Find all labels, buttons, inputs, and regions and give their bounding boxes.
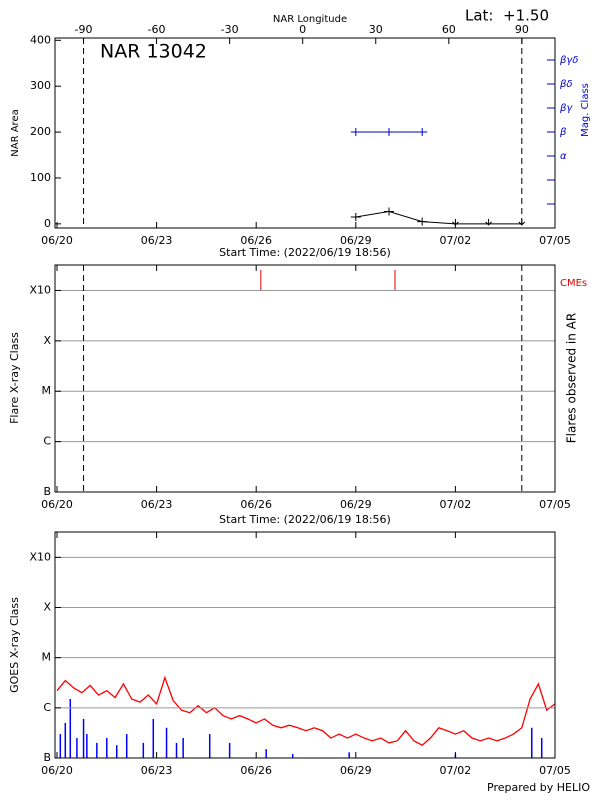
y-tick-label: 0 xyxy=(44,217,51,230)
y2-tick-label: βγ xyxy=(559,103,573,114)
y2-tick-label: β xyxy=(559,127,567,138)
x2-axis-label: NAR Longitude xyxy=(273,14,347,25)
y-tick-label: 300 xyxy=(30,79,51,92)
chart-title: NAR 13042 xyxy=(100,41,207,63)
y2-axis-label: Flares observed in AR xyxy=(565,313,579,443)
x-tick-label: 07/02 xyxy=(440,764,472,777)
y-axis-label: GOES X-ray Class xyxy=(8,597,21,693)
x2-tick-label: 90 xyxy=(515,23,529,36)
y-axis-label: Flare X-ray Class xyxy=(8,332,21,424)
y-tick-label: X xyxy=(43,601,51,614)
goes-line xyxy=(56,675,555,746)
x2-tick-label: -90 xyxy=(75,23,93,36)
data-point xyxy=(417,128,428,136)
y-tick-label: 400 xyxy=(30,33,51,46)
cme-label: CMEs xyxy=(560,278,587,289)
y-tick-label: X10 xyxy=(29,283,51,296)
x-axis-label: Start Time: (2022/06/19 18:56) xyxy=(219,246,391,259)
x-tick-label: 06/23 xyxy=(141,498,173,511)
data-point xyxy=(485,218,492,226)
latitude-annotation: Lat: +1.50 xyxy=(465,7,549,25)
x2-tick-label: -60 xyxy=(148,23,166,36)
y-tick-label: X10 xyxy=(29,550,51,563)
data-point xyxy=(383,207,394,216)
y-tick-label: M xyxy=(42,384,52,397)
y2-tick-label: α xyxy=(560,151,567,162)
y-tick-label: B xyxy=(43,485,51,498)
y-tick-label: C xyxy=(43,435,51,448)
x-tick-label: 07/02 xyxy=(440,234,472,247)
x-tick-label: 06/26 xyxy=(240,764,272,777)
x-tick-label: 07/02 xyxy=(440,498,472,511)
x-axis-label: Start Time: (2022/06/19 18:56) xyxy=(219,513,391,526)
x-tick-label: 06/29 xyxy=(340,498,372,511)
data-point xyxy=(518,218,526,226)
plot-area xyxy=(56,675,555,758)
y-tick-label: B xyxy=(43,751,51,764)
y2-tick-label: βδ xyxy=(559,79,573,90)
x-tick-label: 06/26 xyxy=(240,498,272,511)
y-axis-label: NAR Area xyxy=(10,109,21,156)
series-line xyxy=(355,210,522,225)
data-point xyxy=(417,217,428,226)
y2-tick-label: βγδ xyxy=(559,55,578,66)
x-tick-label: 07/05 xyxy=(539,234,571,247)
x2-tick-label: 60 xyxy=(442,23,456,36)
x-tick-label: 07/05 xyxy=(539,764,571,777)
x-tick-label: 07/05 xyxy=(539,498,571,511)
x-tick-label: 06/20 xyxy=(41,764,73,777)
y-tick-label: 200 xyxy=(30,125,51,138)
x-tick-label: 06/23 xyxy=(141,234,173,247)
credit: Prepared by HELIO xyxy=(487,781,590,794)
data-point xyxy=(452,218,459,226)
x2-tick-label: 30 xyxy=(369,23,383,36)
data-point xyxy=(350,212,361,221)
x-tick-label: 06/20 xyxy=(41,234,73,247)
y-tick-label: C xyxy=(43,701,51,714)
plot-frame xyxy=(54,264,556,493)
x-tick-label: 06/26 xyxy=(240,234,272,247)
x-tick-label: 06/20 xyxy=(41,498,73,511)
y2-axis-label: Mag. Class xyxy=(580,83,591,137)
x-tick-label: 06/29 xyxy=(340,234,372,247)
x2-tick-label: 0 xyxy=(299,23,306,36)
plot-frame xyxy=(54,37,556,229)
data-point xyxy=(350,128,361,136)
x-tick-label: 06/23 xyxy=(141,764,173,777)
x2-tick-label: -30 xyxy=(221,23,239,36)
y-tick-label: 100 xyxy=(30,171,51,184)
data-point xyxy=(383,128,394,136)
y-tick-label: X xyxy=(43,334,51,347)
plot-frame xyxy=(54,531,556,759)
x-tick-label: 06/29 xyxy=(340,764,372,777)
y-tick-label: M xyxy=(42,651,52,664)
